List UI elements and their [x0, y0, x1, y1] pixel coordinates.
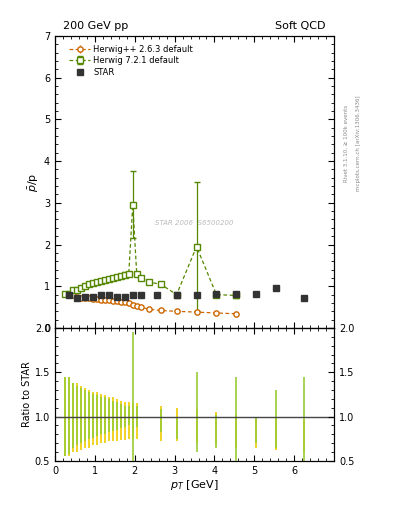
- Y-axis label: Ratio to STAR: Ratio to STAR: [22, 361, 32, 428]
- Text: Rivet 3.1.10, ≥ 100k events: Rivet 3.1.10, ≥ 100k events: [344, 105, 349, 182]
- Legend: Herwig++ 2.6.3 default, Herwig 7.2.1 default, STAR: Herwig++ 2.6.3 default, Herwig 7.2.1 def…: [68, 43, 195, 78]
- Text: 200 GeV pp: 200 GeV pp: [63, 22, 129, 31]
- Y-axis label: $\bar{p}$/p: $\bar{p}$/p: [27, 172, 41, 191]
- Text: Soft QCD: Soft QCD: [275, 22, 326, 31]
- Text: mcplots.cern.ch [arXiv:1306.3436]: mcplots.cern.ch [arXiv:1306.3436]: [356, 96, 361, 191]
- X-axis label: $p_T$ [GeV]: $p_T$ [GeV]: [170, 478, 219, 493]
- Text: STAR 2006  S6500200: STAR 2006 S6500200: [155, 220, 234, 226]
